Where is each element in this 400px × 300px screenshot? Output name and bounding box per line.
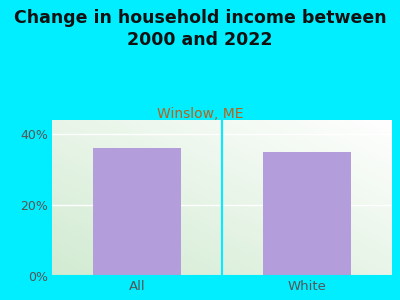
Text: Change in household income between
2000 and 2022: Change in household income between 2000 … xyxy=(14,9,386,49)
Bar xyxy=(263,152,351,276)
Text: Winslow, ME: Winslow, ME xyxy=(157,106,243,121)
Bar xyxy=(93,148,181,276)
